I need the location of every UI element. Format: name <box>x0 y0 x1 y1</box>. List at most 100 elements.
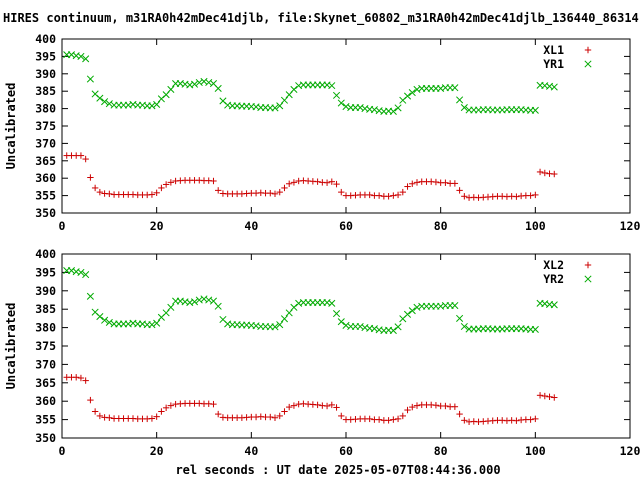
y-tick-label: 370 <box>35 357 56 371</box>
data-point <box>531 106 539 114</box>
data-point <box>451 84 459 92</box>
data-point <box>148 102 156 110</box>
data-point <box>205 296 213 304</box>
data-point <box>451 301 459 310</box>
data-point <box>200 77 208 86</box>
figure-title: HIRES continuum, m31RA0h42mDec41djlb, fi… <box>3 11 640 26</box>
data-point <box>513 193 520 200</box>
data-point <box>531 325 539 333</box>
data-point <box>370 325 378 333</box>
data-point <box>290 402 298 409</box>
data-point <box>338 188 345 196</box>
y-tick-label: 355 <box>35 413 56 427</box>
data-point <box>271 190 279 198</box>
series-xl2 <box>63 374 558 426</box>
data-point <box>413 179 421 186</box>
data-point <box>106 414 113 421</box>
data-point <box>413 402 421 409</box>
data-point <box>337 318 345 326</box>
data-point <box>342 102 350 111</box>
data-point <box>328 82 336 90</box>
data-point <box>195 78 203 87</box>
data-point <box>91 184 99 192</box>
data-point <box>148 191 156 198</box>
data-point <box>356 322 364 331</box>
y-tick-label: 350 <box>35 206 56 220</box>
data-point <box>77 268 85 276</box>
data-point <box>460 104 468 112</box>
y-axis-label: Uncalibrated <box>4 303 18 390</box>
data-point <box>408 89 416 97</box>
data-point <box>101 316 109 324</box>
data-point <box>105 100 113 108</box>
legend-label-xl1: XL1 <box>543 43 564 57</box>
bottom-plot-panel: 350 355 360 365 370 375 380 385 390 395 400 0 20 40 60… <box>4 247 640 458</box>
data-point <box>399 412 406 420</box>
data-point <box>276 321 284 329</box>
data-point <box>210 177 217 185</box>
data-point <box>167 179 175 186</box>
data-point <box>409 180 416 187</box>
y-tick-label: 390 <box>35 67 56 81</box>
data-point <box>73 374 80 381</box>
data-point <box>403 92 412 100</box>
x-tick-label: 20 <box>150 444 164 458</box>
data-point <box>323 179 331 186</box>
data-point <box>67 51 76 59</box>
data-point <box>105 318 113 327</box>
data-point <box>167 402 175 409</box>
data-point <box>215 410 222 418</box>
data-point <box>162 404 170 412</box>
data-point <box>214 302 222 310</box>
legend-marker-xl1 <box>584 46 592 54</box>
data-point <box>375 416 383 423</box>
data-point <box>153 413 160 420</box>
data-point <box>394 191 402 199</box>
data-point <box>101 98 109 106</box>
data-point <box>96 412 104 420</box>
data-point <box>267 413 274 421</box>
series-yr1 <box>63 51 558 115</box>
data-point <box>214 84 222 92</box>
y-tick-label: 365 <box>35 154 56 168</box>
legend-marker-yr2 <box>584 275 592 283</box>
y-tick-label: 380 <box>35 102 56 116</box>
data-point <box>281 184 288 192</box>
data-point <box>541 392 548 400</box>
data-point <box>527 192 534 199</box>
data-point <box>390 416 397 423</box>
data-point <box>82 155 89 163</box>
data-point <box>541 169 548 177</box>
data-point <box>158 184 165 192</box>
data-point <box>390 192 397 199</box>
data-point <box>158 408 165 415</box>
y-tick-label: 400 <box>35 247 56 261</box>
data-point <box>527 416 534 423</box>
data-point <box>338 412 345 420</box>
data-point <box>96 313 104 321</box>
data-point <box>167 303 175 311</box>
data-point <box>403 310 412 318</box>
data-point <box>389 326 397 335</box>
data-point <box>67 267 76 275</box>
data-point <box>442 402 449 410</box>
y-tick-label: 390 <box>35 284 56 298</box>
data-point <box>323 402 331 410</box>
data-point <box>389 107 397 115</box>
data-point <box>460 322 468 331</box>
data-point <box>153 319 161 327</box>
data-point <box>314 178 321 185</box>
data-point <box>442 179 449 186</box>
x-tick-label: 80 <box>434 444 448 458</box>
data-point <box>280 315 289 323</box>
data-point <box>394 104 402 112</box>
data-point <box>337 99 345 107</box>
data-point <box>550 301 558 309</box>
data-point <box>286 180 293 187</box>
y-tick-label: 375 <box>35 339 56 353</box>
y-axis-label: Uncalibrated <box>4 83 18 170</box>
x-axis-label: rel seconds : UT date 2025-05-07T08:44:3… <box>175 463 500 477</box>
x-tick-label: 20 <box>150 219 164 233</box>
y-tick-label: 385 <box>35 84 56 98</box>
data-point <box>394 415 402 423</box>
